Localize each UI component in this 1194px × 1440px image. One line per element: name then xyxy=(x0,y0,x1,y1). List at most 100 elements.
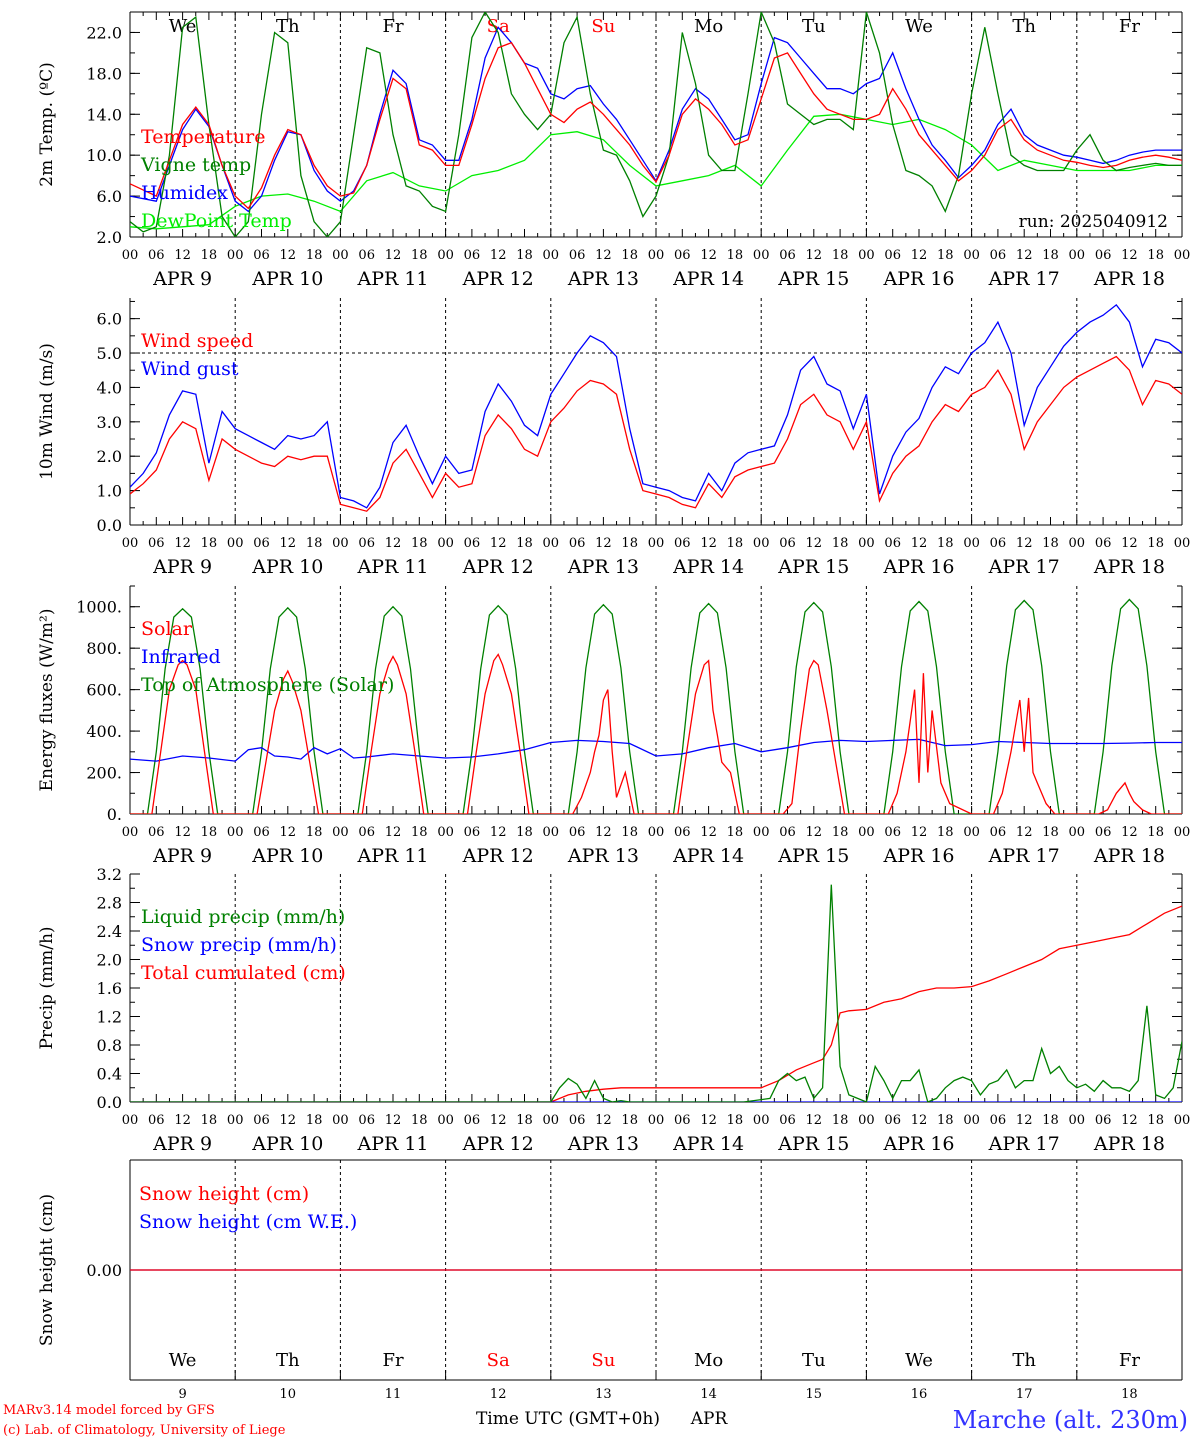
y-tick-label: 2.8 xyxy=(97,894,122,913)
x-hour-label: 00 xyxy=(227,536,244,551)
x-day-label: APR 11 xyxy=(356,268,428,290)
x-hour-label: 12 xyxy=(385,536,402,551)
x-hour-label: 12 xyxy=(174,1113,191,1128)
x-hour-label: 12 xyxy=(700,248,717,263)
x-hour-label: 00 xyxy=(332,825,349,840)
y-axis-label: Snow height (cm) xyxy=(37,1194,57,1346)
weekday-label: Th xyxy=(276,16,300,37)
x-hour-label: 00 xyxy=(858,825,875,840)
x-hour-label: 06 xyxy=(148,536,165,551)
x-day-label: APR 12 xyxy=(462,1133,534,1155)
series-line-wind-gust xyxy=(130,303,1182,509)
x-hour-label: 00 xyxy=(753,825,770,840)
day-number-label: 12 xyxy=(490,1387,507,1402)
x-day-label: APR 18 xyxy=(1093,556,1165,578)
x-hour-label: 18 xyxy=(1147,825,1164,840)
x-day-label: APR 16 xyxy=(882,268,954,290)
x-hour-label: 06 xyxy=(358,536,375,551)
day-number-label: 16 xyxy=(911,1387,928,1402)
x-day-label: APR 16 xyxy=(882,845,954,867)
y-tick-label: 1.2 xyxy=(97,1008,122,1027)
y-tick-label: 0.0 xyxy=(97,1093,122,1112)
x-day-label: APR 18 xyxy=(1093,1133,1165,1155)
y-tick-label: 0.8 xyxy=(97,1036,122,1055)
x-hour-label: 06 xyxy=(148,825,165,840)
x-hour-label: 00 xyxy=(1069,248,1086,263)
x-hour-label: 18 xyxy=(1042,248,1059,263)
x-day-label: APR 10 xyxy=(251,1133,323,1155)
x-hour-label: 12 xyxy=(385,248,402,263)
weekday-label: Fr xyxy=(1119,16,1140,37)
y-tick-label: 14.0 xyxy=(86,105,122,124)
panel-snow: 0.00 Snow height (cm) We Th Fr Sa Su Mo Tu We Th Fr… xyxy=(37,1159,1183,1402)
x-hour-label: 06 xyxy=(884,825,901,840)
x-hour-label: 06 xyxy=(358,1113,375,1128)
x-hour-label: 12 xyxy=(1121,536,1138,551)
legend-entry: Top of Atmosphere (Solar) xyxy=(141,674,394,696)
x-hour-label: 00 xyxy=(753,248,770,263)
run-label: run: 2025040912 xyxy=(1019,212,1168,232)
y-axis-label: Energy fluxes (W/m²) xyxy=(37,609,57,792)
x-hour-label: 18 xyxy=(832,1113,849,1128)
x-hour-label: 00 xyxy=(858,1113,875,1128)
series-line-infrared xyxy=(130,738,1182,762)
x-hour-label: 12 xyxy=(806,825,823,840)
x-hour-label: 06 xyxy=(148,248,165,263)
weekday-label: Th xyxy=(276,1350,300,1371)
x-hour-label: 06 xyxy=(253,825,270,840)
y-tick-label: 6.0 xyxy=(97,310,122,329)
day-number-label: 11 xyxy=(385,1387,402,1402)
x-hour-label: 12 xyxy=(174,248,191,263)
y-tick-label: 0.00 xyxy=(86,1261,122,1280)
x-hour-label: 12 xyxy=(806,536,823,551)
x-hour-label: 00 xyxy=(963,536,980,551)
x-hour-label: 06 xyxy=(884,536,901,551)
day-number-label: 18 xyxy=(1121,1387,1138,1402)
x-day-label: APR 13 xyxy=(567,845,639,867)
x-hour-label: 06 xyxy=(1095,825,1112,840)
x-day-label: APR 11 xyxy=(356,845,428,867)
legend-entry: Wind speed xyxy=(141,330,253,352)
x-hour-label: 00 xyxy=(543,248,560,263)
x-hour-label: 12 xyxy=(385,1113,402,1128)
x-hour-label: 06 xyxy=(990,248,1007,263)
x-hour-label: 12 xyxy=(700,536,717,551)
panel-wind: 0.0 1.0 2.0 3.0 4.0 5.0 6.0 10m Wind (m/s) 00 06 1… xyxy=(37,298,1190,578)
x-hour-label: 18 xyxy=(937,248,954,263)
x-day-label: APR 18 xyxy=(1093,268,1165,290)
x-hour-label: 00 xyxy=(437,248,454,263)
y-tick-label: 2.0 xyxy=(97,951,122,970)
weekday-label: Tu xyxy=(802,1350,826,1371)
x-hour-label: 12 xyxy=(595,248,612,263)
series-line-liquid-precip-mm-h- xyxy=(130,884,1182,1102)
x-day-label: APR 15 xyxy=(777,845,849,867)
credit-line-1: MARv3.14 model forced by GFS xyxy=(3,1403,215,1418)
x-hour-label: 06 xyxy=(148,1113,165,1128)
x-hour-label: 00 xyxy=(543,1113,560,1128)
weekday-label: We xyxy=(905,1350,933,1371)
weekday-label: Fr xyxy=(382,1350,403,1371)
y-tick-label: 3.0 xyxy=(97,413,122,432)
legend-entry: Humidex xyxy=(141,182,228,204)
y-tick-label: 400. xyxy=(86,722,122,741)
x-day-label: APR 10 xyxy=(251,556,323,578)
panel-temperature: 2.0 6.0 10.0 14.0 18.0 22.0 2m Temp. (ºC) 00 06 1… xyxy=(37,11,1190,290)
x-hour-label: 18 xyxy=(621,248,638,263)
x-day-label: APR 17 xyxy=(988,268,1060,290)
weekday-label: Su xyxy=(591,1350,615,1371)
x-hour-label: 06 xyxy=(358,825,375,840)
x-hour-label: 18 xyxy=(306,248,323,263)
x-hour-label: 00 xyxy=(437,1113,454,1128)
x-day-label: APR 13 xyxy=(567,1133,639,1155)
legend-entry: Snow height (cm W.E.) xyxy=(139,1211,357,1233)
x-hour-label: 06 xyxy=(884,248,901,263)
x-day-label: APR 15 xyxy=(777,556,849,578)
y-tick-label: 1000. xyxy=(76,598,122,617)
series-line-humidex xyxy=(130,26,1182,213)
legend-entry: DewPoint Temp xyxy=(141,210,292,232)
x-day-label: APR 10 xyxy=(251,268,323,290)
y-tick-label: 2.4 xyxy=(97,922,122,941)
x-hour-label: 00 xyxy=(122,536,139,551)
x-hour-label: 06 xyxy=(779,1113,796,1128)
x-hour-label: 00 xyxy=(963,1113,980,1128)
